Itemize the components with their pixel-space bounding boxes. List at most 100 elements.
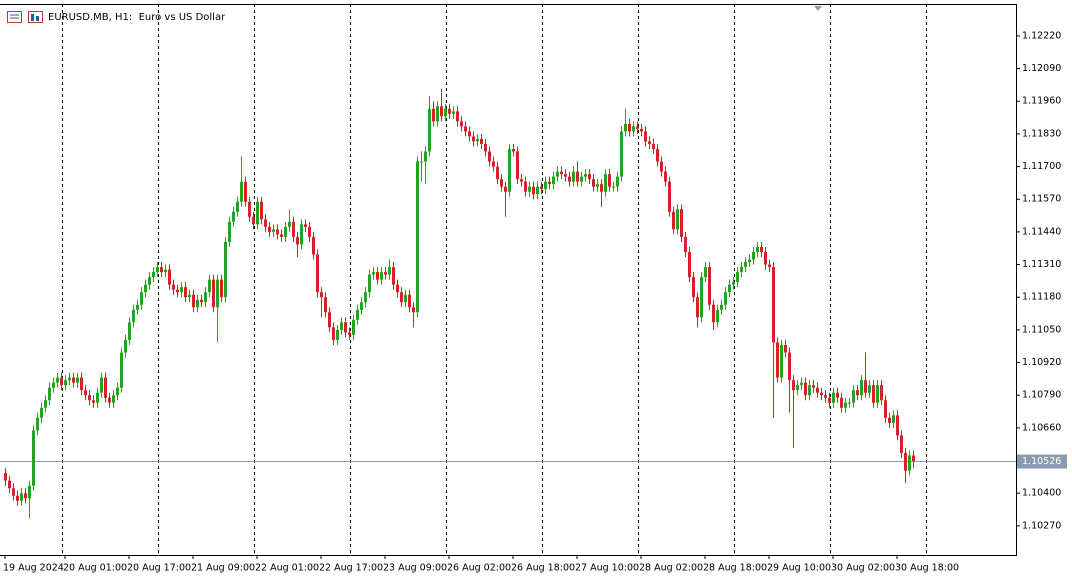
candle-body: [476, 138, 479, 142]
candle-body: [8, 480, 11, 489]
candle-body: [436, 106, 439, 122]
candle-body: [748, 259, 751, 263]
candle-body: [516, 151, 519, 180]
candle-body: [780, 344, 783, 378]
candle-body: [668, 181, 671, 212]
candle-body: [204, 292, 207, 303]
candle-body: [708, 267, 711, 305]
candle-body: [448, 108, 451, 114]
candle-body: [464, 126, 467, 132]
candle-body: [200, 299, 203, 303]
candle-body: [500, 179, 503, 187]
icon-bar: [31, 14, 34, 21]
candle-body: [888, 417, 891, 423]
x-tick-label: 28 Aug 02:00: [639, 563, 703, 574]
y-tick-label: 1.10400: [1022, 488, 1061, 499]
candle-body: [268, 226, 271, 232]
candle-body: [96, 392, 99, 403]
shift-marker[interactable]: [814, 6, 822, 11]
candle-body: [308, 226, 311, 237]
candle-body: [128, 322, 131, 340]
candle-body: [244, 181, 247, 202]
candle-body: [628, 123, 631, 132]
candle-body: [508, 148, 511, 192]
y-tick-label: 1.10920: [1022, 357, 1061, 368]
candle-body: [880, 385, 883, 401]
candle-body: [524, 181, 527, 192]
candle-body: [136, 304, 139, 310]
candle-body: [612, 186, 615, 188]
candle-body: [328, 312, 331, 328]
y-tick-label: 1.11830: [1022, 128, 1061, 139]
x-tick-label: 20 Aug 01:00: [63, 563, 127, 574]
x-tick-label: 26 Aug 02:00: [447, 563, 511, 574]
candle-body: [600, 184, 603, 192]
chart-title: EURUSD.MB, H1: Euro vs US Dollar: [48, 12, 226, 23]
candle-body: [624, 123, 627, 132]
candle-body: [472, 136, 475, 142]
candle-body: [432, 108, 435, 122]
candle-body: [828, 397, 831, 403]
title-icons: [7, 11, 43, 23]
candle-body: [376, 272, 379, 280]
candle-body: [540, 186, 543, 190]
candle-body: [552, 176, 555, 185]
candle-body: [712, 304, 715, 323]
y-tick-label: 1.11310: [1022, 259, 1061, 270]
candle-body: [784, 344, 787, 353]
candle-body: [220, 279, 223, 298]
candle-body: [676, 209, 679, 230]
candle-body: [568, 176, 571, 182]
icon-chart[interactable]: [28, 11, 43, 23]
y-tick-label: 1.11960: [1022, 96, 1061, 107]
y-tick-label: 1.11050: [1022, 324, 1061, 335]
candle-body: [132, 309, 135, 323]
candle-body: [788, 352, 791, 381]
candle-body: [156, 267, 159, 273]
candle-body: [556, 171, 559, 177]
candle-body: [24, 493, 27, 499]
candle-body: [656, 148, 659, 162]
candle-body: [404, 294, 407, 303]
candle-body: [896, 415, 899, 436]
candle-body: [864, 380, 867, 393]
candle-body: [620, 131, 623, 177]
candle-body: [280, 234, 283, 237]
candle-body: [108, 397, 111, 403]
candle-body: [728, 284, 731, 293]
candle-body: [4, 473, 7, 481]
candle-body: [860, 380, 863, 396]
candle-body: [368, 274, 371, 293]
candle-body: [224, 241, 227, 298]
candle-body: [572, 171, 575, 182]
candle-body: [300, 224, 303, 245]
candle-body: [468, 131, 471, 137]
candle-body: [168, 269, 171, 285]
candle-body: [776, 342, 779, 378]
candle-body: [700, 277, 703, 318]
candle-body: [648, 141, 651, 144]
candle-body: [424, 151, 427, 162]
candle-body: [172, 284, 175, 290]
candle-body: [588, 174, 591, 180]
candle-body: [288, 221, 291, 227]
candle-body: [816, 387, 819, 393]
candle-body: [316, 254, 319, 293]
y-tick-label: 1.11440: [1022, 226, 1061, 237]
candle-body: [548, 181, 551, 185]
candle-body: [604, 174, 607, 192]
candle-body: [104, 377, 107, 398]
candle-body: [248, 201, 251, 217]
candle-body: [12, 488, 15, 496]
y-tick-label: 1.11180: [1022, 292, 1061, 303]
candle-body: [32, 430, 35, 486]
candle-body: [456, 111, 459, 122]
icon-list[interactable]: [7, 11, 22, 23]
candle-body: [444, 108, 447, 117]
x-tick-label: 30 Aug 18:00: [895, 563, 959, 574]
candle-body: [332, 327, 335, 340]
candle-body: [532, 186, 535, 195]
candle-body: [92, 400, 95, 403]
